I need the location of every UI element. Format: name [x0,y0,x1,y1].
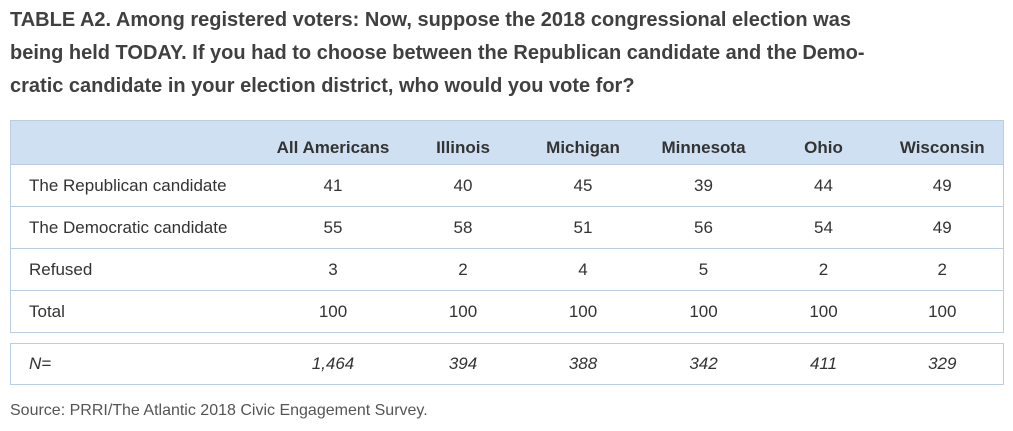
header-ohio: Ohio [765,120,882,165]
table-row-total: Total 100 100 100 100 100 100 [10,290,1004,333]
table-cell: 54 [765,206,882,249]
table-cell: 388 [568,354,598,373]
row-label: Total [10,290,265,333]
row-label: The Republican candidate [10,164,265,207]
table-cell: 100 [765,290,882,333]
header-wisconsin: Wisconsin [881,120,1004,165]
n-label: N= [29,354,52,373]
table-cell: 58 [401,206,525,249]
table-cell: 100 [401,290,525,333]
row-label: The Democratic candidate [10,206,265,249]
table-cell: 100 [881,290,1004,333]
row-label: Refused [10,248,265,291]
table-cell: 49 [881,164,1004,207]
table-cell: 55 [264,206,402,249]
table-cell: 100 [641,290,766,333]
table-cell: 40 [401,164,525,207]
title-line-2: being held TODAY. If you had to choose b… [10,42,865,64]
table-cell: 41 [264,164,402,207]
header-blank [10,120,265,165]
table-cell: 411 [809,354,838,373]
title-line-3: cratic candidate in your election distri… [10,75,635,97]
title-line-1: TABLE A2. Among registered voters: Now, … [10,9,851,31]
table-cell: 49 [881,206,1004,249]
table-row-republican: The Republican candidate 41 40 45 39 44 … [10,164,1004,207]
table-row-n: N= 1,464 394 388 342 411 329 [11,344,1004,385]
table-cell: 100 [524,290,642,333]
table-header-row: All Americans Illinois Michigan Minnesot… [10,120,1004,165]
table-cell: 3 [264,248,402,291]
source-note: Source: PRRI/The Atlantic 2018 Civic Eng… [10,402,428,419]
table-cell: 44 [765,164,882,207]
table-cell: 56 [641,206,766,249]
header-minnesota: Minnesota [641,120,766,165]
results-table: All Americans Illinois Michigan Minnesot… [10,120,1004,333]
table-cell: 394 [448,354,478,373]
header-all-americans: All Americans [264,120,402,165]
table-row-refused: Refused 3 2 4 5 2 2 [10,248,1004,291]
table-cell: 1,464 [311,354,355,373]
table-cell: 342 [689,354,718,373]
table-cell: 4 [524,248,642,291]
table-cell: 329 [928,354,957,373]
table-row-democratic: The Democratic candidate 55 58 51 56 54 … [10,206,1004,249]
table-cell: 100 [264,290,402,333]
table-cell: 39 [641,164,766,207]
table-cell: 2 [401,248,525,291]
header-michigan: Michigan [524,120,642,165]
header-illinois: Illinois [401,120,525,165]
table-cell: 2 [881,248,1004,291]
sample-size-table: N= 1,464 394 388 342 411 329 [10,343,1004,385]
table-cell: 45 [524,164,642,207]
table-cell: 2 [765,248,882,291]
table-title: TABLE A2. Among registered voters: Now, … [10,4,1005,103]
table-cell: 51 [524,206,642,249]
table-cell: 5 [641,248,766,291]
